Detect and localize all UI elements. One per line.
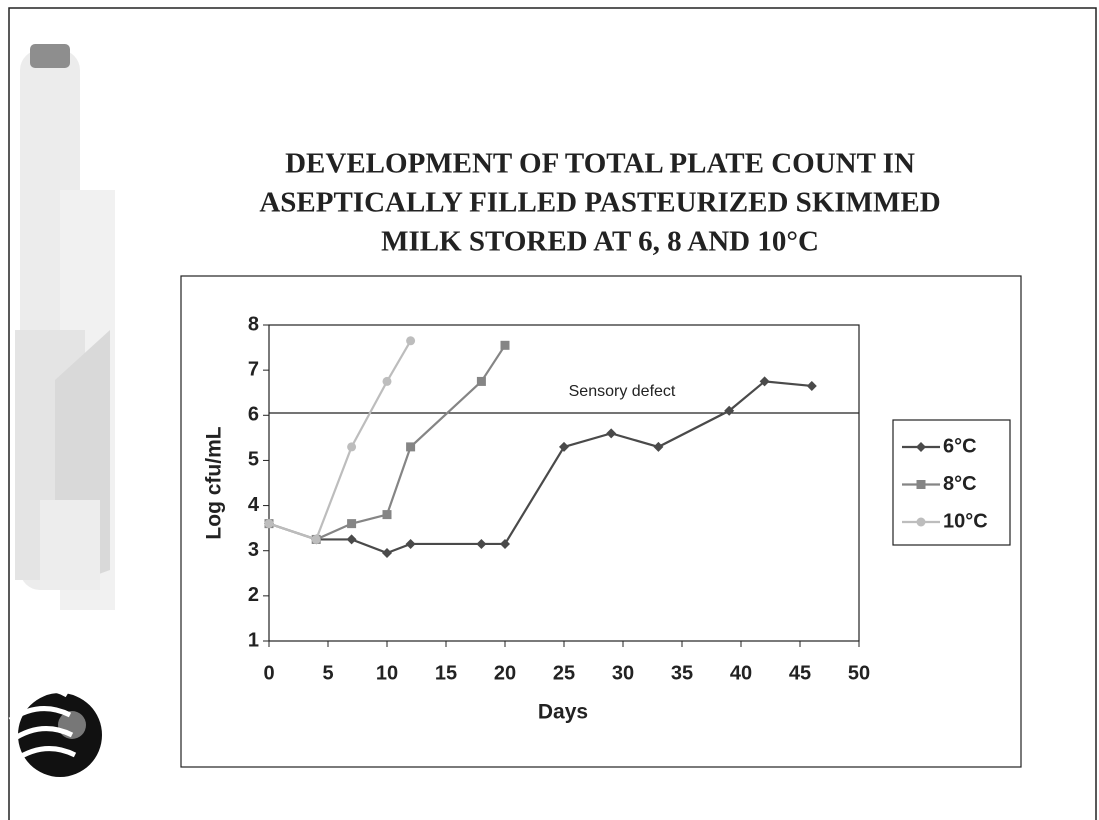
x-tick-label: 0 — [263, 662, 274, 684]
marker — [406, 336, 415, 345]
slide: DEVELOPMENT OF TOTAL PLATE COUNT IN ASEP… — [0, 0, 1099, 820]
y-tick-label: 1 — [248, 629, 259, 651]
chart-title: ASEPTICALLY FILLED PASTEURIZED SKIMMED — [259, 187, 940, 219]
y-tick-label: 6 — [248, 404, 259, 426]
legend-label: 8°C — [943, 473, 977, 495]
marker — [917, 518, 926, 527]
marker — [383, 510, 392, 519]
legend-label: 10°C — [943, 510, 988, 532]
x-tick-label: 35 — [671, 662, 693, 684]
marker — [501, 341, 510, 350]
x-tick-label: 30 — [612, 662, 634, 684]
x-tick-label: 25 — [553, 662, 575, 684]
x-tick-label: 10 — [376, 662, 398, 684]
marker — [917, 480, 926, 489]
x-tick-label: 15 — [435, 662, 457, 684]
y-tick-label: 7 — [248, 358, 259, 380]
marker — [312, 535, 321, 544]
chart-title: DEVELOPMENT OF TOTAL PLATE COUNT IN — [285, 148, 915, 180]
chart-title: MILK STORED AT 6, 8 AND 10°C — [381, 226, 819, 258]
x-tick-label: 5 — [322, 662, 333, 684]
threshold-label: Sensory defect — [569, 383, 676, 400]
slide-border — [9, 8, 1096, 820]
marker — [265, 519, 274, 528]
marker — [347, 519, 356, 528]
x-tick-label: 50 — [848, 662, 870, 684]
x-axis-label: Days — [538, 701, 588, 724]
x-tick-label: 40 — [730, 662, 752, 684]
x-tick-label: 20 — [494, 662, 516, 684]
marker — [347, 442, 356, 451]
y-tick-label: 4 — [248, 494, 260, 516]
marker — [383, 377, 392, 386]
y-tick-label: 5 — [248, 449, 259, 471]
x-tick-label: 45 — [789, 662, 811, 684]
marker — [406, 442, 415, 451]
legend-label: 6°C — [943, 435, 977, 457]
y-axis-label: Log cfu/mL — [203, 426, 226, 539]
y-tick-label: 2 — [248, 584, 259, 606]
marker — [477, 377, 486, 386]
y-tick-label: 8 — [248, 313, 259, 335]
y-tick-label: 3 — [248, 539, 259, 561]
